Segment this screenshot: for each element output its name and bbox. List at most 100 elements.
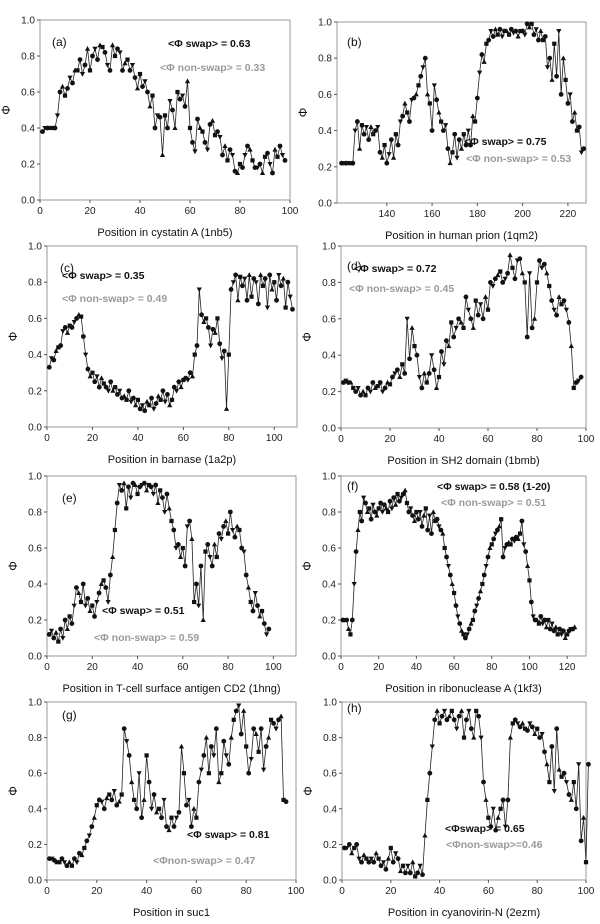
data-point: [348, 632, 353, 637]
data-point: [368, 516, 374, 522]
data-point: [283, 799, 289, 805]
data-point: [136, 771, 142, 776]
data-point: [370, 502, 376, 508]
data-point: [447, 160, 453, 166]
y-tick-label: 0.8: [28, 733, 42, 744]
data-point: [434, 516, 440, 522]
data-point: [485, 307, 491, 312]
data-point: [472, 608, 478, 614]
data-point: [267, 272, 273, 278]
y-tick-label: 0.0: [28, 423, 42, 434]
data-point: [581, 146, 587, 152]
plot-frame: [46, 245, 298, 428]
panel-label: (f): [347, 479, 358, 493]
data-point: [508, 542, 513, 547]
data-point: [443, 338, 449, 344]
data-point: [211, 753, 217, 759]
data-point: [255, 301, 261, 307]
data-point: [419, 524, 425, 529]
data-point: [102, 50, 108, 55]
data-point: [406, 509, 412, 515]
data-point: [571, 780, 576, 785]
data-point: [64, 330, 71, 335]
data-point: [200, 129, 205, 134]
data-point: [534, 617, 540, 622]
x-tick-label: 80: [234, 206, 246, 217]
x-tick-label: 20: [385, 886, 397, 897]
data-point: [566, 792, 572, 797]
data-point: [272, 280, 277, 285]
data-point: [373, 850, 379, 856]
data-point: [429, 128, 435, 134]
data-point: [519, 518, 525, 524]
data-point: [196, 779, 202, 785]
y-tick-label: 1.0: [318, 18, 332, 29]
data-point: [62, 93, 68, 98]
y-tick-label: 0.6: [28, 544, 42, 555]
data-point: [53, 629, 59, 635]
data-point: [527, 578, 532, 583]
data-point: [155, 500, 161, 505]
data-point: [443, 123, 449, 128]
annotation-nonswap: <Φ non-swap> = 0.59: [94, 632, 199, 644]
x-axis-label: Position in suc1: [133, 907, 210, 919]
data-point: [475, 312, 481, 318]
data-point: [203, 734, 209, 740]
data-point: [499, 517, 504, 522]
data-point: [528, 599, 534, 605]
data-point: [46, 364, 52, 370]
data-point: [524, 334, 530, 340]
data-point: [219, 771, 224, 776]
data-point: [571, 385, 576, 391]
data-point: [486, 37, 492, 43]
x-tick-label: 20: [373, 662, 385, 673]
data-point: [551, 307, 557, 313]
data-point: [449, 581, 455, 586]
data-point: [370, 380, 376, 385]
data-point: [69, 863, 74, 868]
data-point: [490, 284, 496, 289]
data-point: [438, 527, 444, 533]
data-point: [241, 708, 247, 713]
series-line: [48, 482, 270, 642]
data-point: [162, 510, 168, 515]
data-point: [59, 856, 65, 862]
y-tick-label: 1.0: [323, 698, 337, 709]
data-point: [285, 279, 291, 285]
data-point: [125, 57, 130, 62]
data-point: [489, 542, 494, 547]
data-point: [374, 512, 380, 518]
data-point: [134, 806, 140, 812]
data-point: [498, 806, 503, 811]
panel-label: (d): [347, 259, 362, 273]
y-tick-label: 0.0: [323, 876, 337, 887]
x-tick-label: 0: [339, 886, 345, 897]
panel-label: (g): [62, 708, 77, 722]
data-point: [275, 154, 280, 159]
x-tick-label: 40: [141, 886, 153, 897]
data-point: [164, 824, 169, 829]
chart-panel-b: 0.0 0.2 0.4 0.6 0.8 1.0 140 160 180 200 220 Positio…: [296, 18, 587, 242]
data-point: [574, 128, 580, 133]
data-point: [112, 53, 118, 59]
data-point: [265, 150, 270, 156]
data-point: [429, 744, 435, 750]
data-point: [192, 149, 198, 155]
data-point: [198, 767, 204, 773]
plot-frame: [46, 701, 297, 881]
data-point: [547, 283, 552, 289]
data-point: [536, 37, 541, 43]
data-point: [544, 65, 551, 71]
data-point: [166, 827, 172, 833]
data-point: [400, 113, 406, 119]
data-point: [228, 734, 234, 740]
data-point: [128, 495, 134, 501]
data-point: [169, 815, 174, 820]
data-point: [549, 77, 555, 82]
data-point: [255, 603, 260, 608]
data-point: [572, 624, 578, 630]
data-point: [109, 797, 115, 803]
data-point: [84, 46, 91, 51]
data-point: [405, 863, 411, 869]
